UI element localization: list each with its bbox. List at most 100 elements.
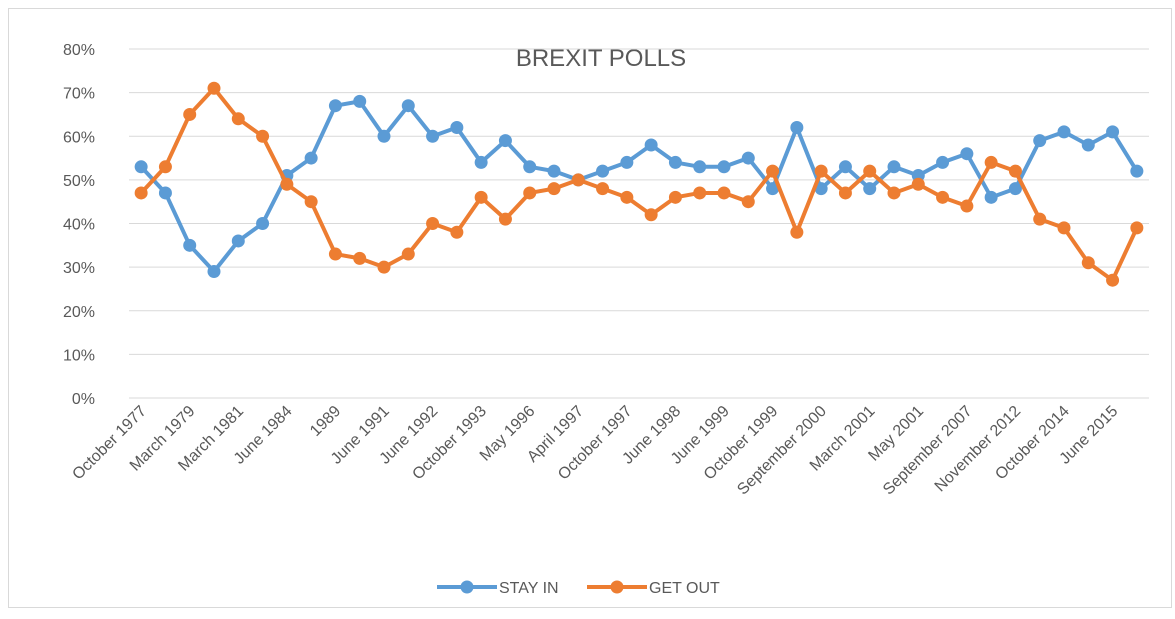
data-point xyxy=(693,186,707,200)
data-point xyxy=(207,81,221,95)
data-point xyxy=(158,160,172,174)
data-point xyxy=(766,182,780,196)
data-point xyxy=(207,264,221,278)
data-point xyxy=(426,129,440,143)
data-point xyxy=(887,186,901,200)
data-point xyxy=(668,155,682,169)
data-point xyxy=(814,164,828,178)
data-point xyxy=(766,164,780,178)
data-point xyxy=(304,151,318,165)
data-point xyxy=(911,177,925,191)
data-point xyxy=(450,121,464,135)
data-point xyxy=(304,195,318,209)
x-tick-label: November 2012 xyxy=(932,403,1025,496)
data-point xyxy=(547,182,561,196)
data-point xyxy=(741,151,755,165)
data-point xyxy=(183,238,197,252)
gridlines xyxy=(129,48,1149,399)
data-point xyxy=(571,173,585,187)
data-point xyxy=(183,107,197,121)
x-tick-label: 1989 xyxy=(307,403,344,440)
data-point xyxy=(353,94,367,108)
data-point xyxy=(158,186,172,200)
data-point xyxy=(1081,138,1095,152)
data-point xyxy=(960,147,974,161)
data-point xyxy=(231,112,245,126)
data-point xyxy=(328,99,342,113)
data-point xyxy=(1130,221,1144,235)
data-point xyxy=(1106,273,1120,287)
data-point xyxy=(377,260,391,274)
data-point xyxy=(401,247,415,261)
data-point xyxy=(1008,182,1022,196)
data-point xyxy=(401,99,415,113)
y-tick-label: 10% xyxy=(63,347,95,364)
data-point xyxy=(426,217,440,230)
data-point xyxy=(523,186,537,200)
y-tick-label: 30% xyxy=(63,260,95,277)
data-point xyxy=(717,186,731,200)
data-point xyxy=(353,251,367,265)
x-tick-label: September 2000 xyxy=(734,403,830,499)
line-chart: BREXIT POLLS 0%10%20%30%40%50%60%70%80% … xyxy=(63,42,1149,597)
data-point xyxy=(936,155,950,169)
data-point xyxy=(474,190,488,204)
series-lines xyxy=(134,81,1144,287)
data-point xyxy=(523,160,537,174)
data-point xyxy=(887,160,901,174)
data-point xyxy=(838,186,852,200)
chart-frame: BREXIT POLLS 0% 10% 20% 30% 40% 50% 60% 70% 80% … xyxy=(8,8,1172,608)
data-point xyxy=(1033,212,1047,226)
data-point xyxy=(1081,256,1095,270)
data-point xyxy=(814,182,828,196)
data-point xyxy=(231,234,245,248)
data-point xyxy=(984,155,998,169)
legend-item: GET OUT xyxy=(587,580,720,597)
data-point xyxy=(596,164,610,178)
x-tick-label: September 2007 xyxy=(880,403,976,499)
data-point xyxy=(256,129,270,143)
data-point xyxy=(620,190,634,204)
y-axis-ticks: 0% 10% 20% 30% 40% 50% 60% 70% 80% xyxy=(63,42,95,408)
data-point xyxy=(256,217,270,230)
data-point xyxy=(498,212,512,226)
y-tick-label: 70% xyxy=(63,86,95,103)
data-point xyxy=(450,225,464,239)
data-point xyxy=(790,225,804,239)
data-point xyxy=(328,247,342,261)
data-point xyxy=(644,138,658,152)
data-point xyxy=(668,190,682,204)
y-tick-label: 20% xyxy=(63,304,95,321)
legend: STAY IN GET OUT xyxy=(437,580,720,597)
legend-label: STAY IN xyxy=(499,580,559,597)
data-point xyxy=(498,134,512,148)
y-tick-label: 60% xyxy=(63,129,95,146)
data-point xyxy=(134,160,148,174)
data-point xyxy=(644,208,658,222)
data-point xyxy=(620,155,634,169)
data-point xyxy=(280,177,294,191)
y-tick-label: 0% xyxy=(72,391,95,408)
data-point xyxy=(1057,125,1071,139)
data-point xyxy=(984,190,998,204)
data-point xyxy=(134,186,148,200)
legend-marker xyxy=(460,580,474,594)
legend-item: STAY IN xyxy=(437,580,559,597)
data-point xyxy=(1008,164,1022,178)
data-point xyxy=(1057,221,1071,235)
data-point xyxy=(377,129,391,143)
data-point xyxy=(960,199,974,213)
legend-label: GET OUT xyxy=(649,580,720,597)
y-tick-label: 40% xyxy=(63,217,95,234)
data-point xyxy=(863,164,877,178)
data-point xyxy=(717,160,731,174)
data-point xyxy=(547,164,561,178)
legend-marker xyxy=(610,580,624,594)
data-point xyxy=(1106,125,1120,139)
data-point xyxy=(596,182,610,196)
data-point xyxy=(474,155,488,169)
data-point xyxy=(693,160,707,174)
y-tick-label: 50% xyxy=(63,173,95,190)
series-get-out xyxy=(134,81,1144,287)
data-point xyxy=(838,160,852,174)
